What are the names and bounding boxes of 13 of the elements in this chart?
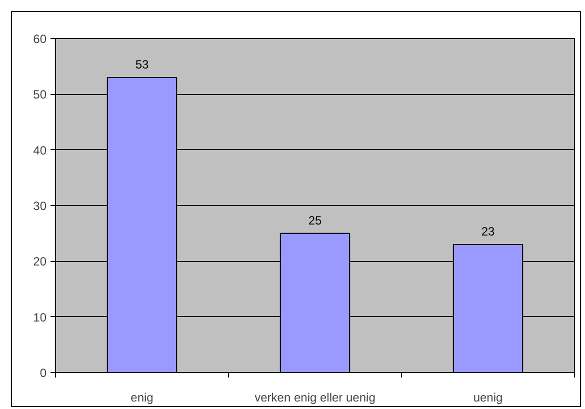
data-label: 53	[135, 57, 149, 72]
x-tick-label: verken enig eller uenig	[254, 390, 376, 404]
x-tick-label: uenig	[473, 390, 503, 404]
y-tick-label: 0	[40, 366, 47, 380]
y-tick-label: 30	[33, 199, 47, 213]
x-tick-label: enig	[130, 390, 154, 404]
y-tick-label: 20	[33, 254, 47, 269]
y-tick-label: 60	[33, 32, 47, 46]
y-tick-label: 10	[33, 310, 47, 324]
data-label: 25	[308, 213, 322, 228]
y-tick-label: 50	[33, 88, 47, 102]
y-tick-label: 40	[33, 143, 47, 158]
data-label: 23	[481, 224, 495, 238]
